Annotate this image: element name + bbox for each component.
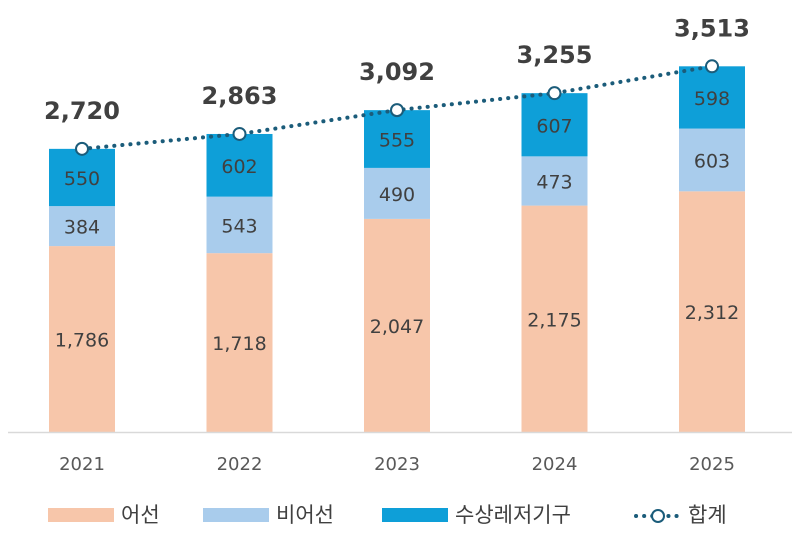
legend-circle-marker	[651, 509, 665, 523]
legend-label-non-fishing: 비어선	[276, 503, 334, 527]
total-point-marker	[75, 141, 89, 156]
legend-swatch-total	[634, 509, 682, 523]
bar-segment-non-fishing	[49, 206, 115, 247]
x-tick-label: 2021	[59, 454, 105, 475]
segment-value-label: 607	[536, 115, 572, 137]
x-tick-labels: 2021 2022 2023 2024 2025	[59, 454, 735, 475]
bar-segment-water-leisure	[521, 93, 588, 157]
bar-segment-non-fishing	[206, 196, 273, 254]
segment-value-label: 473	[536, 171, 572, 193]
x-tick-label: 2022	[217, 454, 263, 475]
total-line-layer	[75, 59, 719, 156]
x-tick-label: 2024	[532, 454, 578, 475]
segment-value-label: 2,312	[685, 302, 739, 324]
bar-segment-water-leisure	[679, 66, 745, 129]
bar-segment-water-leisure	[206, 133, 273, 197]
legend-label-water-leisure: 수상레저기구	[455, 503, 571, 527]
legend-swatch-water-leisure	[382, 508, 448, 522]
bars-layer: 1,786 384 550 1,718 543 602 2,047 490 555 2,175 47…	[49, 66, 745, 432]
total-value-label: 3,255	[517, 41, 593, 69]
segment-value-label: 384	[64, 217, 100, 239]
segment-value-label: 490	[379, 184, 415, 206]
bar-segment-non-fishing	[521, 156, 588, 206]
segment-value-label: 2,047	[370, 316, 424, 338]
segment-value-label: 603	[694, 150, 730, 172]
total-value-label: 3,513	[674, 14, 750, 42]
bar-segment-fishing	[679, 191, 745, 432]
legend: 어선 비어선 수상레저기구 합계	[48, 503, 727, 527]
bar-segment-fishing	[364, 218, 430, 432]
bar-segment-fishing	[49, 246, 115, 432]
bar-segment-water-leisure	[49, 148, 115, 207]
bar-segment-fishing	[521, 205, 588, 432]
legend-swatch-non-fishing	[203, 508, 269, 522]
total-value-label: 3,092	[359, 58, 435, 86]
total-point-marker	[705, 59, 719, 74]
segment-value-label: 543	[221, 215, 257, 237]
x-tick-label: 2023	[374, 454, 420, 475]
segment-value-label: 602	[221, 156, 257, 178]
segment-value-label: 2,175	[527, 309, 581, 331]
bar-segment-fishing	[206, 253, 273, 432]
bar-segment-non-fishing	[679, 128, 745, 192]
total-point-marker	[547, 86, 562, 101]
segment-value-label: 1,718	[212, 333, 266, 355]
segment-value-label: 1,786	[55, 330, 109, 352]
bar-segment-water-leisure	[364, 110, 430, 168]
total-value-label: 2,720	[44, 97, 120, 125]
x-tick-label: 2025	[689, 454, 735, 475]
legend-swatch-fishing	[48, 508, 114, 522]
segment-value-label: 598	[694, 88, 730, 110]
segment-value-label: 555	[379, 130, 415, 152]
segment-value-label: 550	[64, 168, 100, 190]
total-point-marker	[232, 126, 247, 141]
legend-label-fishing: 어선	[121, 503, 160, 527]
total-value-label: 2,863	[202, 82, 278, 110]
total-point-marker	[390, 103, 404, 118]
legend-label-total: 합계	[688, 503, 727, 527]
bar-segment-non-fishing	[364, 167, 430, 219]
total-labels: 2,720 2,863 3,092 3,255 3,513	[44, 14, 750, 125]
